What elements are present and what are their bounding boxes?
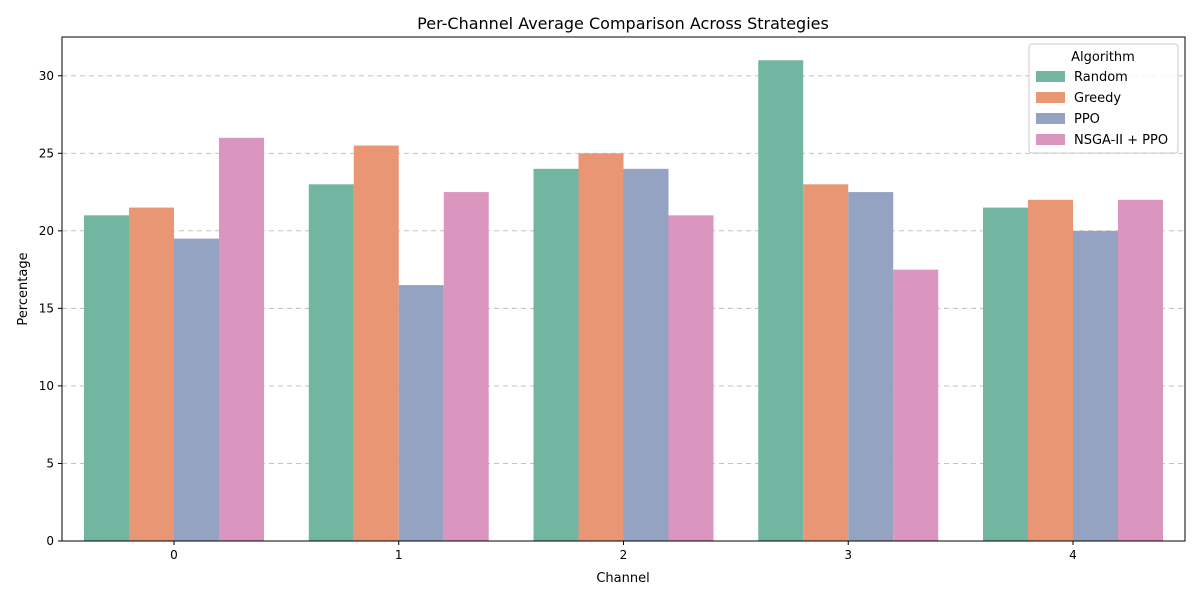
y-tick-label: 15 (39, 301, 54, 315)
bar (174, 238, 219, 541)
bar (1118, 199, 1163, 542)
bar (1073, 230, 1118, 541)
y-axis-ticks: 0 5 10 15 20 25 30 (39, 69, 62, 548)
bar (578, 153, 624, 542)
x-tick-label: 0 (170, 548, 178, 562)
bar (443, 192, 489, 542)
bar (623, 168, 669, 542)
x-tick-label: 4 (1069, 548, 1077, 562)
y-tick-label: 0 (46, 534, 54, 548)
bar (893, 269, 939, 541)
x-tick-label: 1 (395, 548, 403, 562)
legend-entry: PPO (1074, 112, 1100, 127)
x-axis-ticks: 0 1 2 3 4 (170, 541, 1077, 562)
y-tick-label: 20 (39, 224, 54, 238)
legend-frame (1028, 43, 1179, 154)
y-axis-label: Percentage (16, 252, 31, 325)
x-tick-label: 3 (844, 548, 852, 562)
y-tick-label: 30 (39, 69, 54, 83)
legend-swatch (1036, 71, 1065, 82)
x-tick-label: 2 (620, 548, 628, 562)
legend-title: Algorithm (1071, 50, 1135, 65)
legend-swatch (1036, 92, 1065, 103)
bar (758, 60, 804, 542)
bar (983, 207, 1028, 542)
chart-title: Per-Channel Average Comparison Across St… (417, 14, 829, 33)
bar (219, 137, 264, 542)
bar (803, 184, 849, 542)
x-axis-label: Channel (596, 571, 649, 586)
bar (84, 215, 129, 542)
bar (668, 215, 714, 542)
bar (308, 184, 354, 542)
legend-entry: NSGA-II + PPO (1074, 133, 1168, 148)
bar (1028, 199, 1073, 542)
bar (398, 285, 444, 541)
legend-entry: Random (1074, 70, 1128, 85)
bar (533, 168, 579, 542)
y-tick-label: 10 (39, 379, 54, 393)
bar (129, 207, 174, 542)
y-tick-label: 5 (46, 456, 54, 470)
bar (353, 145, 399, 542)
bar (848, 192, 894, 542)
bars (84, 60, 1163, 542)
legend-swatch (1036, 134, 1065, 145)
y-tick-label: 25 (39, 146, 54, 160)
legend-swatch (1036, 113, 1065, 124)
legend: Algorithm Random Greedy PPO NSGA-II + PPO (1028, 43, 1179, 154)
legend-entry: Greedy (1074, 91, 1121, 106)
